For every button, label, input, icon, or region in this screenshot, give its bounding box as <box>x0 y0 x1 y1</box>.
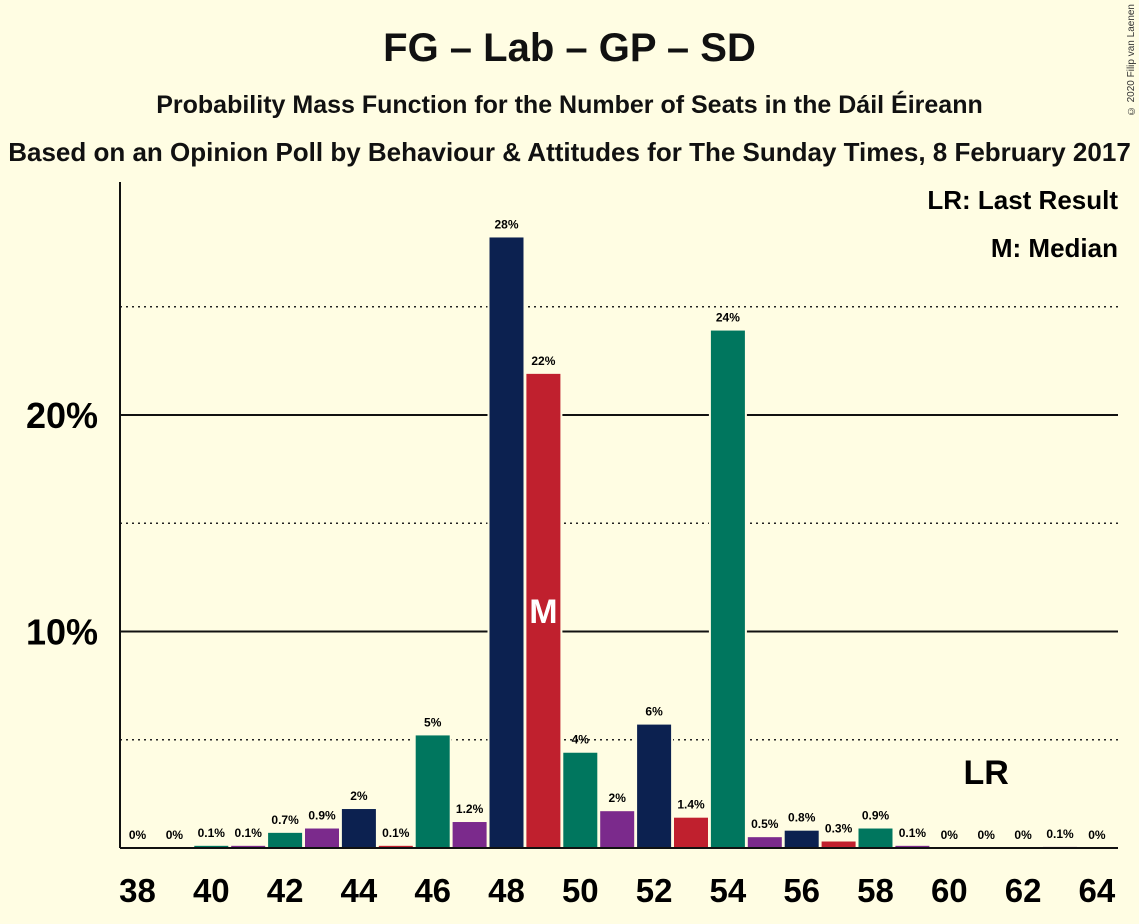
bar-seats-49 <box>526 373 561 848</box>
bar-seats-45 <box>378 845 413 848</box>
value-label-48: 28% <box>494 217 518 231</box>
chart-source: Based on an Opinion Poll by Behaviour & … <box>8 137 1131 167</box>
bar-seats-54 <box>710 330 745 848</box>
bar-seats-53 <box>674 817 708 848</box>
value-label-46: 5% <box>424 715 442 729</box>
bar-seats-47 <box>452 822 487 848</box>
bars <box>192 235 1079 849</box>
y-tick-labels: 10% 20% <box>26 395 98 653</box>
x-tick-label: 50 <box>562 872 599 909</box>
x-tick-label: 44 <box>341 872 378 909</box>
value-label-55: 0.5% <box>751 817 779 831</box>
legend-last-result: LR: Last Result <box>927 185 1118 215</box>
value-labels: 0% 0% 0.1% 0.1% 0.7% 0.9% 2% 0.1% 5% 1.2% 28% 22% 4%… <box>129 217 1106 842</box>
value-label-52: 6% <box>645 705 663 719</box>
x-tick-label: 46 <box>414 872 451 909</box>
x-tick-label: 58 <box>857 872 894 909</box>
bar-seats-50 <box>563 752 598 848</box>
x-tick-label: 64 <box>1079 872 1116 909</box>
value-label-50: 4% <box>572 733 590 747</box>
x-tick-label: 56 <box>783 872 820 909</box>
bar-seats-41 <box>231 845 266 848</box>
value-label-45: 0.1% <box>382 826 410 840</box>
x-tick-label: 52 <box>636 872 673 909</box>
bar-seats-59 <box>895 845 930 848</box>
value-label-53: 1.4% <box>677 798 705 812</box>
bar-seats-55 <box>747 837 782 848</box>
bar-seats-46 <box>415 735 450 848</box>
value-label-62: 0% <box>1014 828 1032 842</box>
y-tick-label: 20% <box>26 395 98 436</box>
bar-halo <box>1041 844 1079 848</box>
value-label-64: 0% <box>1088 828 1106 842</box>
chart-title: FG – Lab – GP – SD <box>383 26 756 70</box>
x-tick-label: 40 <box>193 872 230 909</box>
value-label-41: 0.1% <box>235 826 263 840</box>
chart-subtitle: Probability Mass Function for the Number… <box>156 91 983 119</box>
x-tick-labels: 38 40 42 44 46 48 50 52 54 56 58 60 62 64 <box>119 872 1116 909</box>
value-label-38: 0% <box>129 828 147 842</box>
x-tick-label: 48 <box>488 872 525 909</box>
bar-seats-43 <box>305 828 339 848</box>
value-label-49: 22% <box>531 354 555 368</box>
x-tick-label: 62 <box>1005 872 1042 909</box>
bar-seats-40 <box>194 845 229 848</box>
bar-seats-51 <box>600 811 635 848</box>
y-tick-label: 10% <box>26 612 98 653</box>
value-label-61: 0% <box>978 828 996 842</box>
median-marker: M <box>529 593 557 631</box>
value-label-59: 0.1% <box>899 826 927 840</box>
value-label-57: 0.3% <box>825 822 853 836</box>
bar-seats-58 <box>858 828 893 848</box>
x-tick-label: 42 <box>267 872 304 909</box>
value-label-58: 0.9% <box>862 809 890 823</box>
bar-seats-57 <box>821 841 856 848</box>
legend-median: M: Median <box>991 233 1118 263</box>
value-label-42: 0.7% <box>271 813 299 827</box>
markers: M LR <box>529 593 1009 792</box>
value-label-44: 2% <box>350 789 368 803</box>
x-tick-label: 54 <box>710 872 747 909</box>
gridlines <box>120 306 1118 741</box>
value-label-56: 0.8% <box>788 811 816 825</box>
bar-seats-48 <box>489 237 524 849</box>
last-result-marker: LR <box>964 754 1009 792</box>
bar-seats-52 <box>637 724 672 848</box>
value-label-47: 1.2% <box>456 802 484 816</box>
bar-seats-56 <box>784 830 819 848</box>
value-label-63: 0.1% <box>1046 827 1074 841</box>
axes <box>119 182 1118 849</box>
value-label-51: 2% <box>609 791 627 805</box>
x-tick-label: 38 <box>119 872 156 909</box>
value-label-60: 0% <box>941 828 959 842</box>
bar-seats-44 <box>341 809 376 848</box>
value-label-54: 24% <box>716 311 740 325</box>
value-label-39: 0% <box>166 828 184 842</box>
bar-seats-42 <box>268 832 303 848</box>
value-label-40: 0.1% <box>198 826 226 840</box>
value-label-43: 0.9% <box>308 809 336 823</box>
x-tick-label: 60 <box>931 872 968 909</box>
